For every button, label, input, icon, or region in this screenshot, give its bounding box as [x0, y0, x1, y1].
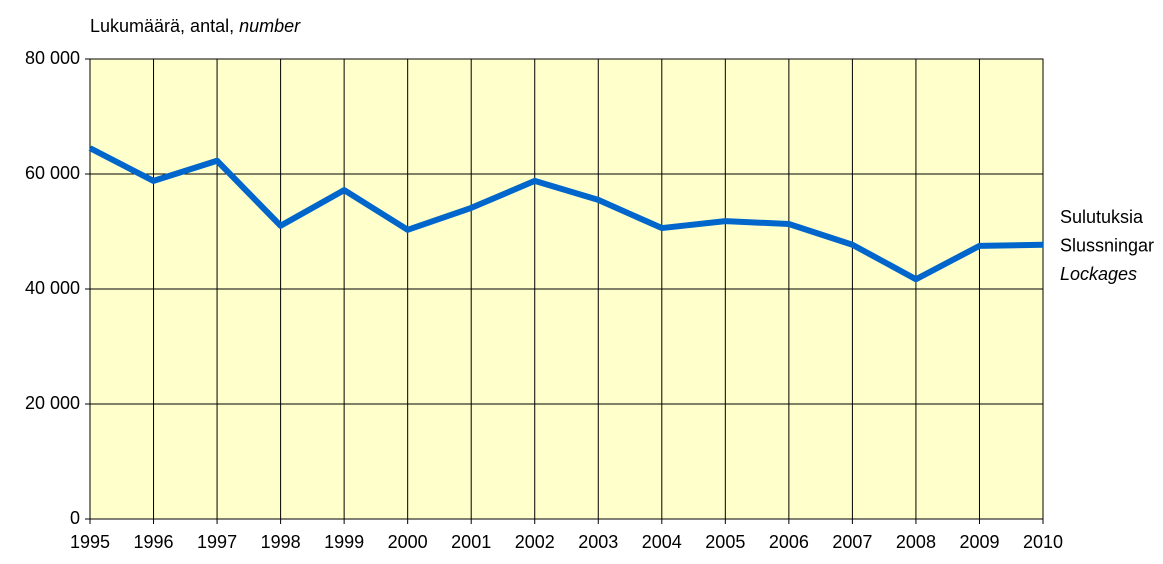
- x-tick-label: 2004: [642, 532, 682, 552]
- x-tick-label: 1997: [197, 532, 237, 552]
- legend-label: Slussningar: [1060, 235, 1154, 255]
- y-tick-label: 0: [70, 508, 80, 528]
- x-tick-label: 2003: [578, 532, 618, 552]
- x-tick-label: 1995: [70, 532, 110, 552]
- legend-label: Sulutuksia: [1060, 207, 1144, 227]
- x-tick-label: 2008: [896, 532, 936, 552]
- y-tick-label: 60 000: [25, 163, 80, 183]
- data-line: [88, 145, 1044, 283]
- x-tick-label: 2001: [451, 532, 491, 552]
- x-tick-label: 2002: [515, 532, 555, 552]
- x-tick-label: 1998: [261, 532, 301, 552]
- x-tick-label: 2000: [388, 532, 428, 552]
- y-label-text: Lukumäärä, antal,: [90, 16, 234, 36]
- y-axis-label: Lukumäärä, antal, number: [90, 16, 301, 36]
- x-tick-label: 2010: [1023, 532, 1063, 552]
- x-tick-label: 1996: [134, 532, 174, 552]
- y-tick-label: 80 000: [25, 48, 80, 68]
- x-tick-label: 2005: [705, 532, 745, 552]
- x-tick-label: 2007: [832, 532, 872, 552]
- x-tick-label: 2006: [769, 532, 809, 552]
- x-tick-label: 2009: [959, 532, 999, 552]
- y-tick-label: 20 000: [25, 393, 80, 413]
- x-tick-label: 1999: [324, 532, 364, 552]
- y-label-italic: number: [239, 16, 301, 36]
- legend-label: Lockages: [1060, 264, 1137, 284]
- y-tick-label: 40 000: [25, 278, 80, 298]
